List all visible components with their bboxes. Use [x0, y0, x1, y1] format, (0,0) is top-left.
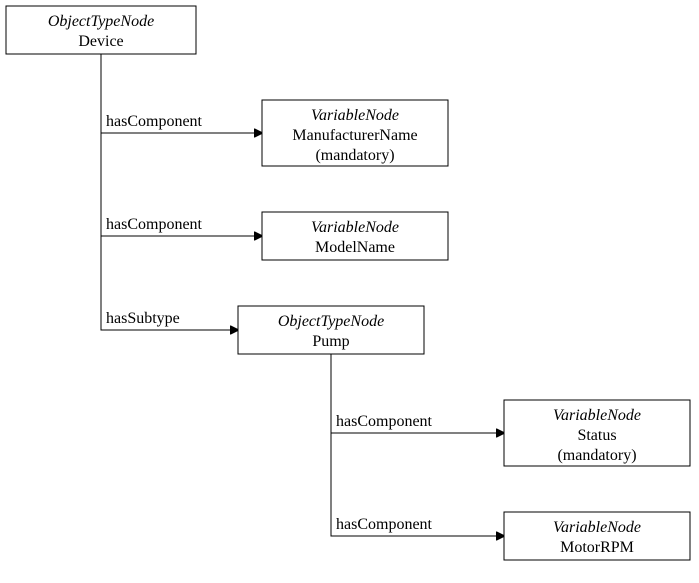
node-type-label: ObjectTypeNode [278, 313, 384, 330]
node-name-label: ManufacturerName [292, 127, 417, 144]
node-type-label: VariableNode [553, 407, 641, 424]
node-manufacturer: VariableNode ManufacturerName (mandatory… [262, 100, 448, 166]
edge-pump-status: hasComponent [331, 354, 504, 433]
node-modelname: VariableNode ModelName [262, 212, 448, 260]
node-name-label: MotorRPM [560, 539, 634, 556]
edge-pump-motorrpm: hasComponent [331, 354, 504, 536]
node-name-label: Device [78, 33, 123, 50]
edge-label: hasComponent [336, 516, 433, 533]
node-type-label: VariableNode [553, 519, 641, 536]
node-name-label: ModelName [315, 239, 395, 256]
edge-device-modelname: hasComponent [101, 54, 262, 236]
node-extra-label: (mandatory) [315, 147, 394, 164]
edge-label: hasComponent [106, 113, 203, 130]
node-name-label: Pump [312, 333, 349, 350]
node-name-label: Status [577, 427, 616, 444]
node-motorrpm: VariableNode MotorRPM [504, 512, 690, 560]
edge-label: hasComponent [336, 413, 433, 430]
node-type-label: ObjectTypeNode [48, 13, 154, 30]
edge-label: hasComponent [106, 216, 203, 233]
node-extra-label: (mandatory) [557, 447, 636, 464]
node-device: ObjectTypeNode Device [6, 6, 196, 54]
node-type-label: VariableNode [311, 107, 399, 124]
node-type-label: VariableNode [311, 219, 399, 236]
tree-diagram: hasComponent hasComponent hasSubtype has… [0, 0, 699, 583]
edge-label: hasSubtype [106, 310, 180, 327]
node-pump: ObjectTypeNode Pump [238, 306, 424, 354]
edge-device-manufacturer: hasComponent [101, 54, 262, 133]
node-status: VariableNode Status (mandatory) [504, 400, 690, 466]
edge-device-pump: hasSubtype [101, 54, 238, 330]
